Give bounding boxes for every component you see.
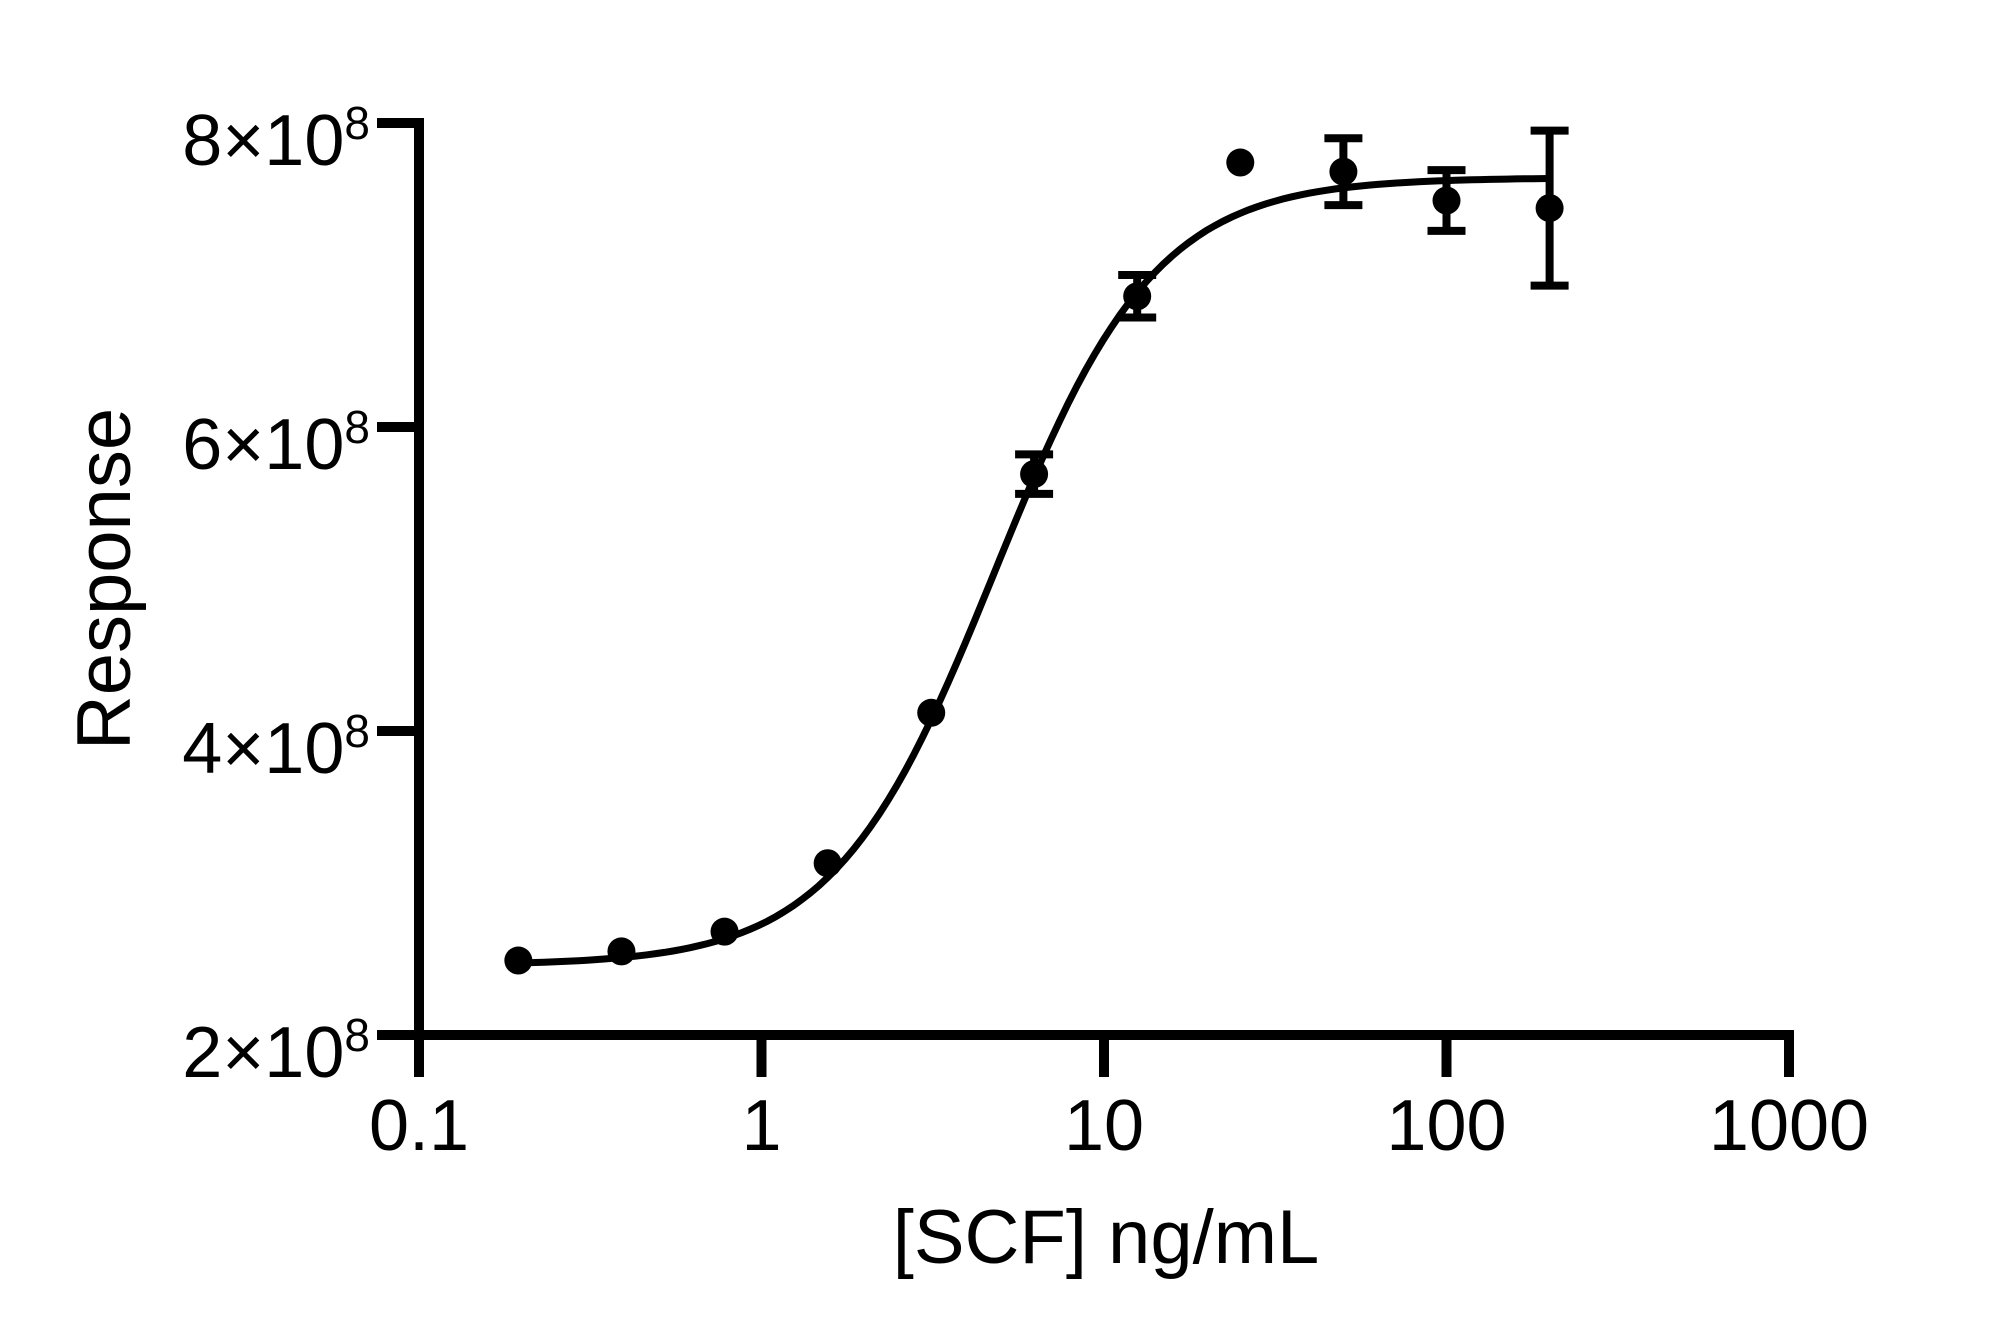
x-tick-label: 100: [1386, 1086, 1507, 1166]
x-tick-label: 0.1: [368, 1086, 470, 1166]
x-tick-label: 1: [741, 1086, 782, 1166]
y-axis-title: Response: [62, 407, 147, 751]
fit-curve: [514, 175, 1554, 967]
data-point: [1432, 186, 1461, 215]
exponent: 8: [344, 97, 370, 149]
data-point: [1226, 148, 1255, 177]
exponent: 8: [344, 705, 370, 757]
y-tick-label: 2×108: [182, 1009, 370, 1093]
y-tick-label: 4×108: [182, 705, 370, 789]
y-tick-label: 8×108: [182, 97, 370, 181]
x-axis-title: [SCF] ng/mL: [892, 1195, 1320, 1280]
exponent: 8: [344, 401, 370, 453]
data-point: [813, 849, 842, 878]
data-point: [1020, 460, 1049, 489]
x-tick-label: 1000: [1708, 1086, 1870, 1166]
data-point: [1535, 194, 1564, 223]
x-axis-line: [377, 1030, 1794, 1077]
exponent: 8: [344, 1009, 370, 1061]
data-point: [1329, 157, 1358, 186]
y-axis-line: [377, 118, 424, 1077]
data-point: [504, 946, 533, 975]
data-point: [710, 917, 739, 946]
data-point: [917, 698, 946, 727]
data-point: [1123, 282, 1152, 311]
data-point: [607, 937, 636, 966]
x-tick-label: 10: [1063, 1086, 1145, 1166]
y-tick-label: 6×108: [182, 401, 370, 485]
